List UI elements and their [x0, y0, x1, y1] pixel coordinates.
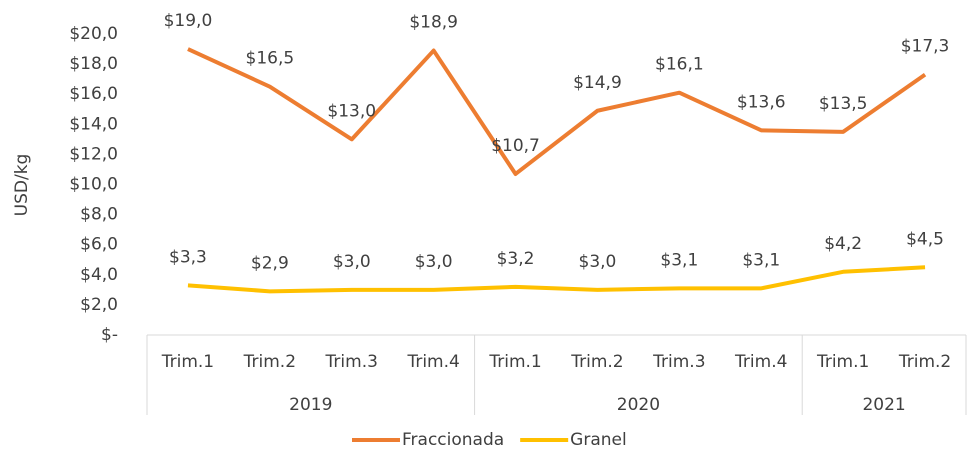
y-axis-label: USD/kg	[12, 154, 32, 217]
data-label: $3,0	[333, 252, 371, 272]
data-label: $3,2	[497, 249, 535, 269]
data-label: $3,1	[742, 250, 780, 270]
data-label: $18,9	[409, 13, 458, 33]
y-tick-label: $2,0	[80, 295, 118, 315]
group-label: 2020	[617, 395, 660, 415]
data-label: $2,9	[251, 253, 289, 273]
x-tick-label: Trim.1	[816, 352, 869, 372]
y-tick-label: $4,0	[80, 265, 118, 285]
y-tick-label: $10,0	[69, 175, 118, 195]
legend-label: Fraccionada	[402, 430, 504, 450]
line-series	[187, 265, 926, 294]
data-label: $3,1	[660, 250, 698, 270]
x-tick-label: Trim.4	[734, 352, 787, 372]
x-tick-label: Trim.2	[243, 352, 296, 372]
data-label: $10,7	[491, 136, 540, 156]
data-label: $16,1	[655, 55, 704, 75]
x-tick-label: Trim.1	[161, 352, 214, 372]
group-label: 2019	[289, 395, 332, 415]
data-label: $3,0	[415, 252, 453, 272]
y-tick-label: $18,0	[69, 54, 118, 74]
data-label: $17,3	[901, 37, 950, 57]
data-label: $13,0	[327, 101, 376, 121]
y-tick-label: $8,0	[80, 205, 118, 225]
y-tick-label: $-	[101, 325, 118, 345]
data-label: $13,5	[819, 94, 868, 114]
data-label: $3,3	[169, 247, 207, 267]
x-tick-label: Trim.2	[570, 352, 623, 372]
y-tick-label: $14,0	[69, 114, 118, 134]
legend-label: Granel	[570, 430, 627, 450]
x-tick-label: Trim.2	[898, 352, 951, 372]
x-tick-label: Trim.3	[652, 352, 705, 372]
x-tick-label: Trim.1	[488, 352, 541, 372]
data-label: $13,6	[737, 92, 786, 112]
x-tick-label: Trim.4	[406, 352, 459, 372]
group-label: 2021	[862, 395, 905, 415]
y-tick-label: $20,0	[69, 24, 118, 44]
x-tick-label: Trim.3	[325, 352, 378, 372]
y-tick-label: $12,0	[69, 144, 118, 164]
data-label: $14,9	[573, 73, 622, 93]
y-tick-label: $16,0	[69, 84, 118, 104]
data-label: $3,0	[579, 252, 617, 272]
data-label: $4,2	[824, 234, 862, 254]
data-label: $19,0	[164, 11, 213, 31]
data-label: $16,5	[246, 49, 295, 69]
data-label: $4,5	[906, 229, 944, 249]
y-tick-label: $6,0	[80, 235, 118, 255]
line-series	[187, 47, 927, 176]
